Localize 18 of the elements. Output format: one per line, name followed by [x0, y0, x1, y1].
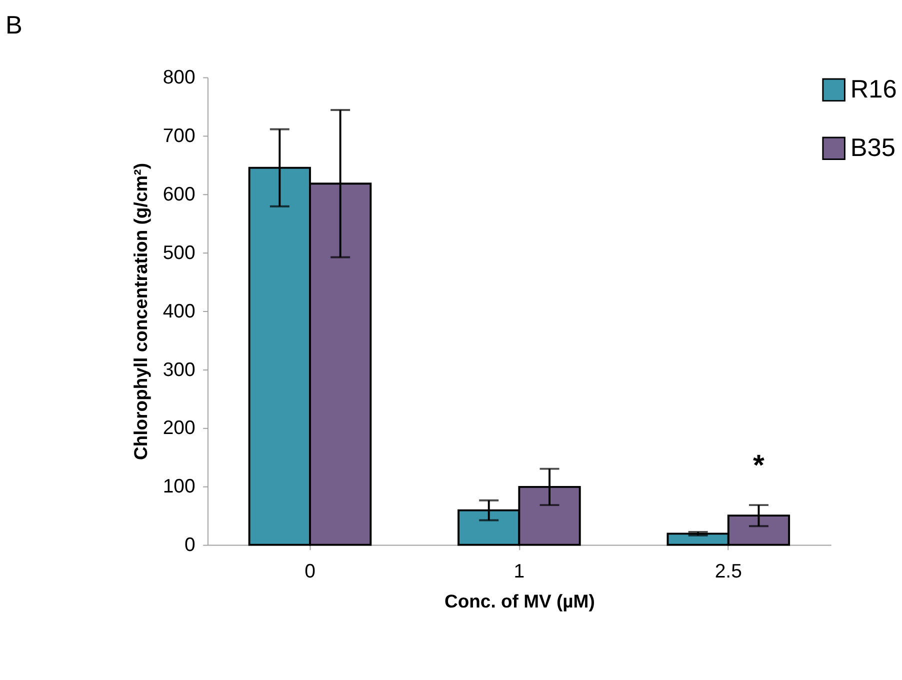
chart-title: B: [5, 11, 22, 40]
y-tick-label: 800: [162, 66, 196, 89]
legend-label: B35: [850, 134, 896, 162]
y-tick-label: 200: [162, 417, 196, 440]
x-tick-label: 0: [304, 560, 316, 582]
legend-label: R16: [850, 76, 897, 104]
y-tick-label: 500: [162, 242, 196, 264]
y-tick-label: 0: [184, 534, 196, 556]
x-axis-title: Conc. of MV (µM): [444, 590, 595, 612]
y-tick-label: 100: [162, 476, 196, 498]
y-tick-label: 600: [162, 183, 196, 206]
y-tick-label: 700: [162, 125, 196, 148]
x-tick-label: 2.5: [714, 560, 742, 582]
y-tick-label: 400: [162, 300, 196, 322]
y-tick-label: 300: [162, 358, 196, 381]
y-axis-title: Chlorophyll concentration (g/cm²): [130, 162, 152, 460]
x-tick-label: 1: [514, 560, 525, 582]
annotation: *: [753, 450, 766, 482]
